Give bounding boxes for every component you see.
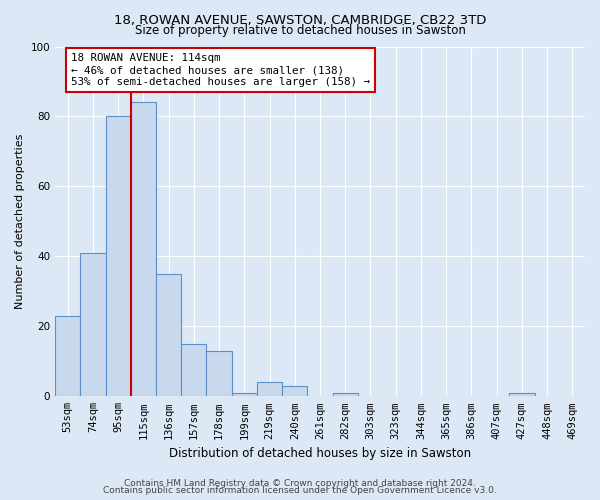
Bar	[282, 386, 307, 396]
Bar	[332, 393, 358, 396]
Y-axis label: Number of detached properties: Number of detached properties	[15, 134, 25, 309]
Bar	[257, 382, 282, 396]
Bar	[206, 351, 232, 397]
Text: Contains public sector information licensed under the Open Government Licence v3: Contains public sector information licen…	[103, 486, 497, 495]
Text: 18 ROWAN AVENUE: 114sqm
← 46% of detached houses are smaller (138)
53% of semi-d: 18 ROWAN AVENUE: 114sqm ← 46% of detache…	[71, 54, 370, 86]
Bar	[156, 274, 181, 396]
Bar	[232, 393, 257, 396]
Bar	[80, 253, 106, 396]
Bar	[106, 116, 131, 396]
Bar	[131, 102, 156, 397]
Text: Size of property relative to detached houses in Sawston: Size of property relative to detached ho…	[134, 24, 466, 37]
Bar	[181, 344, 206, 397]
Bar	[55, 316, 80, 396]
Text: 18, ROWAN AVENUE, SAWSTON, CAMBRIDGE, CB22 3TD: 18, ROWAN AVENUE, SAWSTON, CAMBRIDGE, CB…	[114, 14, 486, 27]
X-axis label: Distribution of detached houses by size in Sawston: Distribution of detached houses by size …	[169, 447, 471, 460]
Bar	[509, 393, 535, 396]
Text: Contains HM Land Registry data © Crown copyright and database right 2024.: Contains HM Land Registry data © Crown c…	[124, 478, 476, 488]
